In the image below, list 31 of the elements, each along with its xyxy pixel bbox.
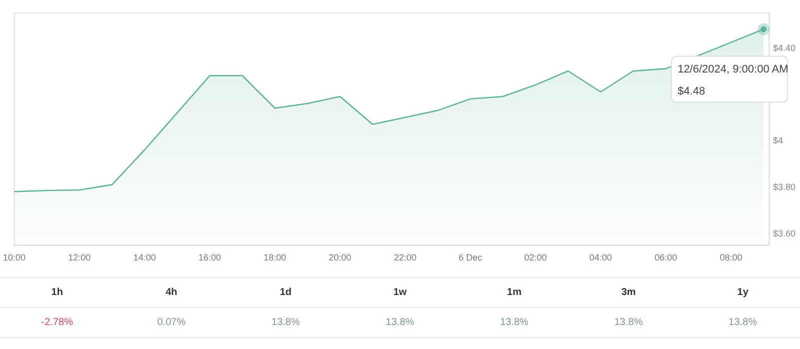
category-label: 1d	[278, 287, 293, 298]
x-tick-label: 22:00	[394, 252, 416, 262]
y-tick-label: $4	[773, 136, 784, 146]
y-tick-label: $4.40	[773, 42, 796, 53]
x-tick-label: 12:00	[68, 252, 91, 262]
x-tick-label: 02:00	[524, 252, 547, 262]
text: -2.78%	[41, 317, 73, 328]
category-label: 3m	[620, 287, 637, 298]
x-tick-label: 06:00	[654, 252, 678, 262]
text: 13.8%	[272, 317, 300, 328]
category-label: 1m	[506, 287, 522, 298]
x-tick-label: 14:00	[133, 252, 156, 262]
x-tick-label: 6 Dec	[458, 252, 483, 262]
category-label: 1y	[736, 287, 750, 298]
annotation: 12/6/2024, 9:00:00 AM $4.48	[678, 64, 788, 98]
y-tick-label: $3.60	[773, 228, 796, 238]
category-label: 4h	[164, 287, 178, 298]
text: 13.8%	[500, 317, 528, 328]
category-label: 1w	[392, 287, 408, 298]
text: 13.8%	[386, 317, 414, 328]
text: 0.07%	[157, 317, 186, 328]
x-tick-label: 10:00	[2, 252, 26, 262]
y-tick-label: $3.80	[773, 182, 796, 192]
text: 13.8%	[728, 317, 757, 328]
text: 13.8%	[614, 317, 643, 328]
x-tick-label: 16:00	[198, 252, 221, 262]
category-label: 1h	[50, 287, 64, 298]
x-tick-label: 04:00	[589, 252, 612, 262]
x-tick-label: 20:00	[328, 252, 352, 262]
x-tick-label: 18:00	[264, 252, 286, 262]
x-tick-label: 08:00	[720, 252, 742, 262]
